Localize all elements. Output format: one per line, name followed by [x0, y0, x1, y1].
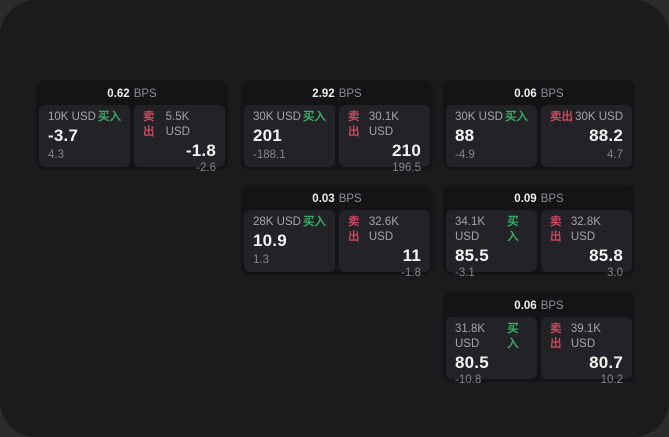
card-header: 2.92 BPS	[244, 83, 430, 105]
buy-side-label: 买入	[505, 111, 528, 123]
sell-price: 11	[402, 246, 421, 265]
buy-sub-value: -3.1	[455, 267, 475, 279]
buy-side-label: 买入	[303, 216, 326, 228]
sell-side-label: 卖出	[348, 216, 360, 243]
buy-panel[interactable]: 10K USD 买入 -3.7 4.3	[39, 105, 130, 167]
buy-amount: 30K USD	[253, 111, 301, 123]
buy-panel[interactable]: 30K USD 买入 201 -188.1	[244, 105, 335, 167]
buy-panel[interactable]: 34.1K USD 买入 85.5 -3.1	[446, 210, 537, 279]
sell-amount: 30K USD	[575, 111, 623, 123]
sell-side-label: 卖出	[550, 216, 562, 243]
bps-value: 0.06	[514, 300, 537, 312]
buy-price: 10.9	[253, 231, 287, 250]
buy-panel[interactable]: 28K USD 买入 10.9 1.3	[244, 210, 335, 272]
sell-price: -1.8	[185, 141, 216, 160]
bps-unit-label: BPS	[540, 300, 564, 312]
quote-card-2: 2.92 BPS 30K USD 买入 201 -188.1 卖出 30.1K …	[241, 80, 433, 174]
buy-amount: 30K USD	[455, 111, 503, 123]
sell-price: 88.2	[589, 126, 623, 145]
quote-card-3: 0.06 BPS 30K USD 买入 88 -4.9 卖出 30K USD 8…	[443, 80, 635, 170]
sell-side-label: 卖出	[550, 111, 573, 123]
card-header: 0.03 BPS	[244, 188, 430, 210]
buy-amount: 34.1K USD	[455, 216, 486, 243]
bps-unit-label: BPS	[338, 193, 362, 205]
sell-side-label: 卖出	[143, 111, 155, 138]
sell-sub-value: 196.5	[392, 162, 421, 174]
buy-side-label: 买入	[98, 111, 121, 123]
sell-amount: 32.8K USD	[570, 216, 601, 243]
buy-price: 201	[253, 126, 282, 145]
buy-amount: 10K USD	[48, 111, 96, 123]
sell-price: 210	[392, 141, 421, 160]
quote-card-6: 0.06 BPS 31.8K USD 买入 80.5 -10.8 卖出 39.1…	[443, 292, 635, 386]
buy-side-label: 买入	[303, 111, 326, 123]
card-header: 0.06 BPS	[446, 83, 632, 105]
bps-value: 0.62	[107, 88, 130, 100]
buy-price: 85.5	[455, 246, 489, 265]
buy-amount: 31.8K USD	[455, 323, 486, 350]
sell-panel[interactable]: 卖出 30.1K USD 210 196.5	[339, 105, 430, 174]
sell-side-label: 卖出	[550, 323, 562, 350]
buy-sub-value: -4.9	[455, 149, 475, 161]
sell-amount: 39.1K USD	[570, 323, 601, 350]
bps-unit-label: BPS	[133, 88, 157, 100]
buy-price: 88	[455, 126, 475, 145]
buy-sub-value: -10.8	[455, 374, 482, 386]
sell-side-label: 卖出	[348, 111, 360, 138]
buy-sub-value: -188.1	[253, 149, 286, 161]
bps-unit-label: BPS	[540, 88, 564, 100]
sell-amount: 30.1K USD	[368, 111, 399, 138]
quote-card-5: 0.09 BPS 34.1K USD 买入 85.5 -3.1 卖出 32.8K…	[443, 185, 635, 279]
sell-amount: 5.5K USD	[165, 111, 190, 138]
card-header: 0.62 BPS	[39, 83, 225, 105]
bps-value: 0.09	[514, 193, 537, 205]
sell-price: 80.7	[589, 353, 623, 372]
buy-side-label: 买入	[507, 216, 519, 243]
sell-sub-value: -1.8	[401, 267, 421, 279]
bps-value: 0.03	[312, 193, 335, 205]
sell-panel[interactable]: 卖出 39.1K USD 80.7 10.2	[541, 317, 632, 386]
bps-value: 2.92	[312, 88, 335, 100]
buy-panel[interactable]: 31.8K USD 买入 80.5 -10.8	[446, 317, 537, 386]
sell-panel[interactable]: 卖出 30K USD 88.2 4.7	[541, 105, 632, 167]
sell-panel[interactable]: 卖出 5.5K USD -1.8 -2.6	[134, 105, 225, 174]
buy-sub-value: 4.3	[48, 149, 64, 161]
sell-sub-value: 3.0	[607, 267, 623, 279]
sell-amount: 32.6K USD	[368, 216, 399, 243]
quote-card-1: 0.62 BPS 10K USD 买入 -3.7 4.3 卖出 5.5K USD…	[36, 80, 228, 174]
bps-unit-label: BPS	[338, 88, 362, 100]
quote-card-4: 0.03 BPS 28K USD 买入 10.9 1.3 卖出 32.6K US…	[241, 185, 433, 279]
buy-panel[interactable]: 30K USD 买入 88 -4.9	[446, 105, 537, 167]
buy-amount: 28K USD	[253, 216, 301, 228]
sell-sub-value: -2.6	[196, 162, 216, 174]
sell-sub-value: 10.2	[600, 374, 623, 386]
buy-price: -3.7	[48, 126, 79, 145]
sell-panel[interactable]: 卖出 32.8K USD 85.8 3.0	[541, 210, 632, 279]
buy-side-label: 买入	[507, 323, 519, 350]
sell-panel[interactable]: 卖出 32.6K USD 11 -1.8	[339, 210, 430, 279]
card-header: 0.06 BPS	[446, 295, 632, 317]
bps-value: 0.06	[514, 88, 537, 100]
buy-price: 80.5	[455, 353, 489, 372]
card-header: 0.09 BPS	[446, 188, 632, 210]
bps-unit-label: BPS	[540, 193, 564, 205]
sell-sub-value: 4.7	[607, 149, 623, 161]
sell-price: 85.8	[589, 246, 623, 265]
buy-sub-value: 1.3	[253, 254, 269, 266]
